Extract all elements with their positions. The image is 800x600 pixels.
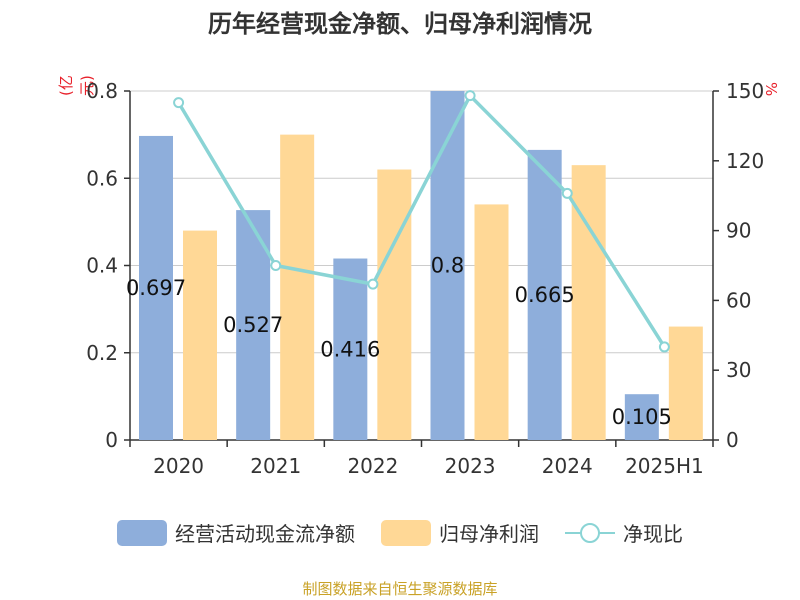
legend-label-profit: 归母净利润 <box>439 522 539 546</box>
right-tick-label: 90 <box>726 219 751 243</box>
x-tick-label: 2025H1 <box>625 454 704 478</box>
chart-title: 历年经营现金净额、归母净利润情况 <box>208 10 592 38</box>
x-tick-label: 2022 <box>347 454 398 478</box>
bar-data-label: 0.527 <box>223 313 283 337</box>
left-tick-label: 0.4 <box>86 254 118 278</box>
bar-profit <box>377 169 412 440</box>
bar-data-label: 0.416 <box>320 337 380 361</box>
right-tick-label: 30 <box>726 358 751 382</box>
left-tick-label: 0.6 <box>86 166 118 190</box>
bar-profit <box>668 326 703 440</box>
legend-label-cashflow: 经营活动现金流净额 <box>175 522 355 546</box>
right-tick-label: 60 <box>726 288 751 312</box>
x-tick-label: 2020 <box>153 454 204 478</box>
line-point-ratio <box>173 97 185 109</box>
right-tick-label: 0 <box>726 428 739 452</box>
bar-data-label: 0.665 <box>515 283 575 307</box>
bar-profit <box>183 230 217 440</box>
bar-cashflow <box>139 135 173 440</box>
left-tick-label: 0.2 <box>86 341 118 365</box>
x-tick-label: 2021 <box>250 454 301 478</box>
line-point-ratio <box>658 341 670 353</box>
x-tick-label: 2024 <box>542 454 593 478</box>
legend-item-profit[interactable]: 归母净利润 <box>381 518 539 547</box>
legend-swatch-cashflow <box>117 519 167 546</box>
bar-cashflow <box>333 258 368 440</box>
bar-cashflow <box>430 91 465 440</box>
bar-data-label: 0.8 <box>431 254 464 278</box>
x-tick-label: 2023 <box>445 454 496 478</box>
left-tick-label: 0.8 <box>86 79 118 103</box>
bar-data-label: 0.105 <box>612 405 672 429</box>
legend: 经营活动现金流净额 归母净利润 净现比 <box>0 518 800 547</box>
bar-cashflow <box>527 149 562 441</box>
legend-swatch-profit <box>381 519 431 546</box>
right-tick-label: 120 <box>726 149 764 173</box>
legend-item-ratio[interactable]: 净现比 <box>565 518 683 547</box>
bar-profit <box>280 134 315 440</box>
legend-swatch-ratio <box>565 520 615 546</box>
line-point-ratio <box>561 187 573 199</box>
legend-item-cashflow[interactable]: 经营活动现金流净额 <box>117 518 355 547</box>
line-point-ratio <box>270 260 282 271</box>
source-note: 制图数据来自恒生聚源数据库 <box>302 580 498 598</box>
bar-data-label: 0.697 <box>126 276 186 300</box>
bar-cashflow <box>624 394 659 440</box>
right-tick-label: 150 <box>726 79 764 103</box>
bar-profit <box>474 204 509 440</box>
left-tick-label: 0 <box>105 428 118 452</box>
line-point-ratio <box>464 90 476 102</box>
line-point-ratio <box>367 278 379 290</box>
line-ratio <box>177 92 666 348</box>
legend-label-ratio: 净现比 <box>623 522 683 546</box>
